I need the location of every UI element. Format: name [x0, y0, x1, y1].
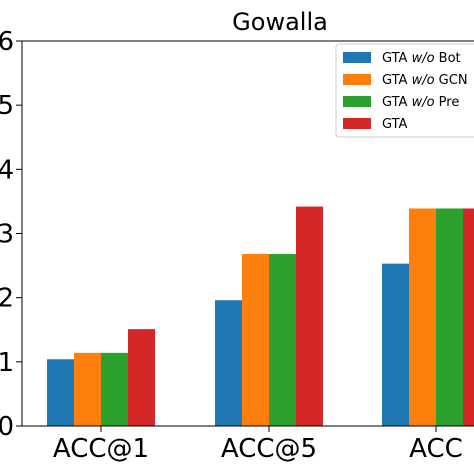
legend-label: GTA w/o GCN: [382, 73, 468, 88]
bar-1-3: [382, 263, 409, 426]
legend: GTA w/o Bot GTA w/o GCN GTA w/o Pre GTA: [335, 43, 474, 138]
legend-swatch: [343, 96, 371, 107]
y-tick-label: 1: [0, 348, 14, 378]
y-tick-label: 0: [0, 412, 14, 442]
legend-label: GTA w/o Bot: [382, 51, 461, 66]
bar-2-2: [242, 254, 269, 426]
x-tick-label: ACC: [409, 434, 463, 464]
bar-1-1: [47, 359, 74, 426]
bar-2-1: [74, 352, 101, 426]
x-tick-label: ACC@5: [221, 434, 317, 464]
legend-swatch: [343, 118, 371, 129]
y-tick-label: 3: [0, 220, 14, 250]
bar-4-2: [296, 206, 323, 426]
legend-label: GTA: [382, 117, 408, 132]
bar-1-2: [215, 300, 242, 426]
legend-swatch: [343, 52, 371, 63]
bars-group: [47, 206, 474, 426]
y-tick-label: 5: [0, 91, 14, 121]
legend-frame: [335, 43, 474, 138]
legend-swatch: [343, 74, 371, 85]
chart-title: Gowalla: [232, 8, 328, 36]
bar-3-2: [269, 254, 296, 426]
bar-3-3: [436, 208, 463, 426]
x-tick-label: ACC@1: [53, 434, 149, 464]
y-tick-label: 6: [0, 27, 14, 57]
bar-4-1: [128, 329, 155, 426]
bar-2-3: [409, 208, 436, 426]
y-tick-label: 4: [0, 155, 14, 185]
y-tick-label: 2: [0, 284, 14, 314]
bar-3-1: [101, 352, 128, 426]
x-ticks: ACC@1 ACC@5 ACC: [53, 426, 463, 464]
y-ticks: 0 1 2 3 4 5 6: [0, 27, 22, 442]
bar-4-3: [463, 208, 474, 426]
legend-label: GTA w/o Pre: [382, 95, 459, 110]
